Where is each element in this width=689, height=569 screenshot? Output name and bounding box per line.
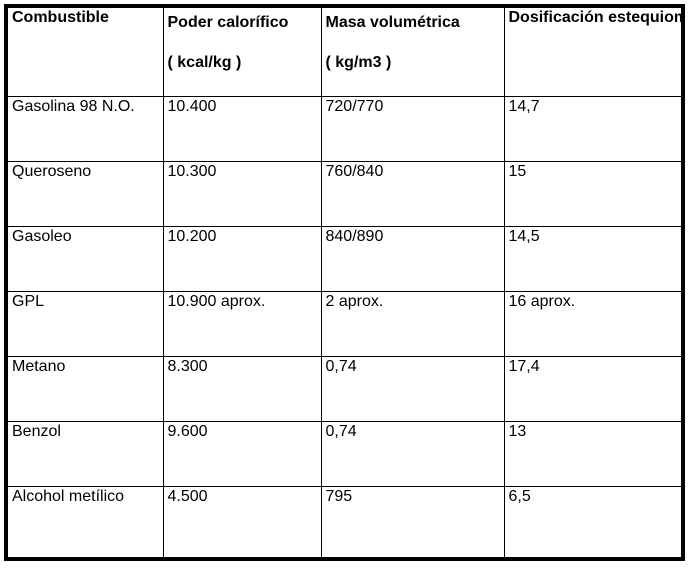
column-header-poder-calorifico: Poder calorífico ( kcal/kg ) [162,5,322,97]
cell-fuel-name: Alcohol metílico [5,485,164,560]
cell-masa-volumetrica: 760/840 [320,160,505,227]
column-header-dosificacion-estequiometrica: Dosificación estequiométrica [503,5,684,97]
cell-fuel-name: Gasolina 98 N.O. [5,95,164,162]
cell-dosificacion: 16 aprox. [503,290,684,357]
table-row-benzol: Benzol 9.600 0,74 13 [5,420,684,487]
cell-fuel-name: Gasoleo [5,225,164,292]
table-row-gasoleo: Gasoleo 10.200 840/890 14,5 [5,225,684,292]
cell-dosificacion: 15 [503,160,684,227]
cell-fuel-name: Queroseno [5,160,164,227]
column-header-unit: ( kcal/kg ) [167,54,242,71]
cell-masa-volumetrica: 840/890 [320,225,505,292]
cell-poder-calorifico: 10.400 [162,95,322,162]
cell-poder-calorifico: 10.900 aprox. [162,290,322,357]
cell-fuel-name: Benzol [5,420,164,487]
table-row-metano: Metano 8.300 0,74 17,4 [5,355,684,422]
cell-dosificacion: 14,7 [503,95,684,162]
fuel-properties-table: Combustible Poder calorífico ( kcal/kg )… [4,4,685,561]
column-header-masa-volumetrica: Masa volumétrica ( kg/m3 ) [320,5,505,97]
table-row-gpl: GPL 10.900 aprox. 2 aprox. 16 aprox. [5,290,684,357]
header-row: Combustible Poder calorífico ( kcal/kg )… [5,5,684,97]
column-header-label: Combustible [12,9,109,26]
cell-fuel-name: GPL [5,290,164,357]
cell-poder-calorifico: 9.600 [162,420,322,487]
table-row-gasolina: Gasolina 98 N.O. 10.400 720/770 14,7 [5,95,684,162]
cell-dosificacion: 13 [503,420,684,487]
cell-fuel-name: Metano [5,355,164,422]
table-row-queroseno: Queroseno 10.300 760/840 15 [5,160,684,227]
cell-dosificacion: 14,5 [503,225,684,292]
cell-masa-volumetrica: 720/770 [320,95,505,162]
column-header-label: Poder calorífico [167,14,289,31]
cell-dosificacion: 6,5 [503,485,684,560]
column-header-label: Masa volumétrica [325,14,460,31]
cell-poder-calorifico: 10.200 [162,225,322,292]
column-header-label: Dosificación estequiométrica [508,9,683,26]
cell-poder-calorifico: 4.500 [162,485,322,560]
cell-poder-calorifico: 8.300 [162,355,322,422]
cell-masa-volumetrica: 2 aprox. [320,290,505,357]
cell-poder-calorifico: 10.300 [162,160,322,227]
cell-masa-volumetrica: 0,74 [320,355,505,422]
table-row-alcohol-metilico: Alcohol metílico 4.500 795 6,5 [5,485,684,560]
cell-masa-volumetrica: 795 [320,485,505,560]
column-header-combustible: Combustible [5,5,164,97]
cell-dosificacion: 17,4 [503,355,684,422]
cell-masa-volumetrica: 0,74 [320,420,505,487]
column-header-unit: ( kg/m3 ) [325,54,392,71]
